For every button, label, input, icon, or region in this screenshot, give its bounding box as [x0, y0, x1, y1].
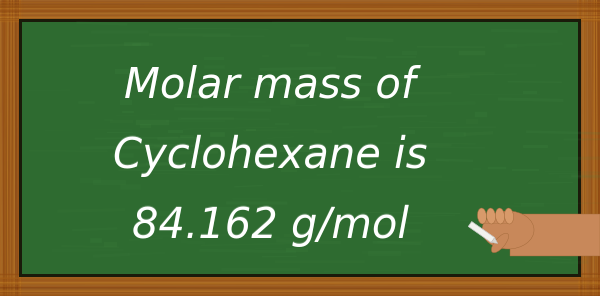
Ellipse shape — [487, 208, 496, 224]
Bar — [22, 22, 578, 274]
Ellipse shape — [496, 208, 505, 224]
Text: Molar mass of: Molar mass of — [124, 64, 416, 106]
Text: 84.162 g/mol: 84.162 g/mol — [131, 205, 409, 247]
Polygon shape — [468, 221, 494, 242]
Bar — [19, 19, 581, 277]
Ellipse shape — [478, 208, 487, 224]
Text: Molar mass of: Molar mass of — [124, 65, 416, 107]
Ellipse shape — [482, 211, 534, 249]
Text: 84.162 g/mol: 84.162 g/mol — [131, 204, 409, 246]
Bar — [510, 214, 600, 256]
Text: Cyclohexane is: Cyclohexane is — [113, 135, 427, 177]
Ellipse shape — [505, 208, 514, 224]
Polygon shape — [491, 238, 498, 244]
Ellipse shape — [491, 233, 509, 253]
Text: Cyclohexane is: Cyclohexane is — [113, 134, 427, 176]
